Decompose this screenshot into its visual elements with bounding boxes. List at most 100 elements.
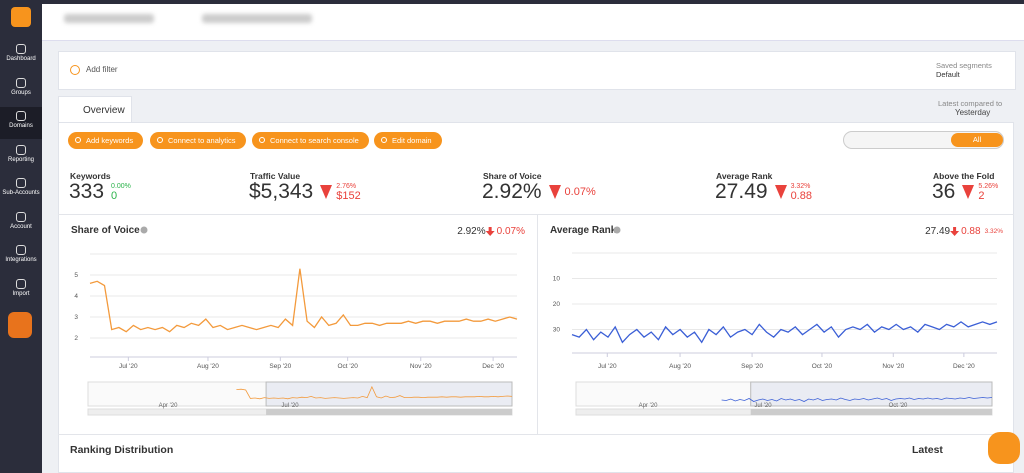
down-arrow	[950, 227, 960, 236]
add-filter[interactable]: Add filter	[86, 65, 118, 74]
divider	[58, 214, 1014, 215]
sidebar-icon	[16, 278, 26, 289]
info-icon	[140, 226, 148, 234]
tab-overview[interactable]: Overview	[58, 96, 132, 123]
compare-label: Latest compared to	[938, 99, 1003, 108]
chat-button[interactable]	[988, 432, 1020, 464]
divider	[58, 434, 1014, 435]
metric-value: 2.92%	[482, 180, 542, 203]
x-tick-label: Oct '20	[337, 363, 358, 370]
sidebar-label: Import	[12, 290, 30, 297]
x-tick-label: Aug '20	[669, 363, 691, 370]
action-button[interactable]: Add keywords	[68, 132, 144, 149]
sidebar-label: Integrations	[5, 257, 37, 263]
sidebar-icon	[16, 44, 26, 54]
navigator-label: Jul '20	[754, 403, 772, 409]
sidebar-item[interactable]: Reporting	[0, 141, 42, 173]
toggle-all[interactable]: All	[951, 133, 1003, 147]
chart-change: 0.07%	[497, 226, 525, 237]
sidebar: Dashboard Groups Domains Reporting Sub-Accou…	[0, 0, 42, 473]
metric-change-pct: 2.76%	[336, 183, 357, 190]
metric-change-pct: 0.00%	[111, 183, 131, 190]
tab-label: Overview	[83, 105, 125, 116]
y-tick-label: 3	[74, 314, 78, 321]
navigator-window	[750, 381, 993, 407]
x-tick-label: Jul '20	[119, 363, 138, 370]
down-arrow	[485, 227, 495, 236]
sidebar-item[interactable]: Groups	[0, 74, 42, 106]
metric-change: $152	[336, 190, 361, 202]
metric-value: $5,343	[249, 180, 314, 203]
segments-label: Saved segments	[936, 61, 992, 70]
sidebar-icon	[16, 111, 26, 121]
sidebar-label: Domains	[9, 123, 33, 129]
y-tick-label: 30	[553, 327, 561, 334]
metric-change: 0.07%	[564, 186, 596, 198]
sidebar-item[interactable]: Account	[0, 208, 42, 240]
navigator-label: Jul '20	[281, 403, 299, 409]
sidebar-item[interactable]: Import	[0, 275, 42, 307]
x-tick-label: Dec '20	[482, 363, 504, 370]
sidebar-icon	[16, 211, 26, 222]
sidebar-label: Reporting	[7, 156, 34, 163]
metric-change: 0	[111, 190, 118, 202]
sidebar-item[interactable]: Integrations	[0, 241, 42, 273]
scrollbar-thumb	[266, 409, 512, 415]
sidebar-label: Sub-Accounts	[2, 190, 40, 196]
chart-title: Average Rank	[550, 225, 617, 236]
latest-title: Latest	[912, 444, 943, 456]
logo	[11, 7, 31, 27]
chart-change: 0.88	[961, 226, 981, 237]
y-tick-label: 10	[553, 276, 561, 283]
sidebar-item[interactable]: Dashboard	[0, 40, 42, 72]
metric-change-pct: 3.32%	[790, 183, 811, 190]
metric-label: Traffic Value	[250, 171, 301, 181]
x-tick-label: Oct '20	[812, 363, 833, 370]
metric-label: Share of Voice	[483, 171, 542, 181]
x-tick-label: Jul '20	[598, 363, 617, 370]
navigator	[575, 381, 993, 407]
device-toggle: All	[843, 131, 1004, 149]
add-icon	[70, 65, 80, 75]
compare-value[interactable]: Yesterday	[955, 108, 991, 117]
sidebar-label: Dashboard	[6, 56, 36, 62]
down-arrow	[962, 185, 975, 199]
chart-current: 27.49	[925, 226, 950, 237]
x-tick-label: Nov '20	[882, 363, 904, 370]
navigator-label: Apr '20	[159, 403, 178, 409]
info-icon	[613, 226, 621, 234]
metric-label: Average Rank	[716, 171, 773, 181]
metric-label: Above the Fold	[933, 171, 995, 181]
sidebar-icon	[16, 178, 26, 188]
sidebar-icon	[16, 144, 26, 155]
x-tick-label: Dec '20	[953, 363, 975, 370]
filter-bar: Add filter Saved segments Default	[58, 51, 1016, 90]
chart-title: Share of Voice	[71, 225, 140, 236]
action-button[interactable]: Connect to search console	[252, 132, 369, 149]
sidebar-icon	[16, 245, 26, 255]
y-tick-label: 20	[553, 301, 561, 308]
divider	[537, 215, 538, 435]
x-tick-label: Sep '20	[741, 363, 763, 370]
x-tick-label: Sep '20	[269, 363, 291, 370]
metric-value: 27.49	[715, 180, 768, 203]
action-button[interactable]: Edit domain	[374, 132, 442, 149]
chart-current: 2.92%	[457, 226, 485, 237]
down-arrow	[774, 185, 787, 199]
metric-value: 333	[69, 180, 105, 203]
avatar	[8, 312, 32, 338]
segments-value[interactable]: Default	[936, 70, 960, 79]
chart-change-pct: 3.32%	[985, 228, 1004, 235]
sidebar-item[interactable]: Sub-Accounts	[0, 174, 42, 206]
sidebar-item[interactable]: Domains	[0, 107, 42, 139]
action-button[interactable]: Connect to analytics	[150, 132, 246, 149]
metric-label: Keywords	[70, 171, 111, 181]
navigator-label: Oct '20	[889, 403, 908, 409]
scrollbar-thumb	[750, 409, 992, 415]
navigator-window	[265, 381, 513, 407]
x-tick-label: Nov '20	[410, 363, 432, 370]
sidebar-icon	[16, 77, 26, 88]
blurred-text	[202, 14, 312, 23]
